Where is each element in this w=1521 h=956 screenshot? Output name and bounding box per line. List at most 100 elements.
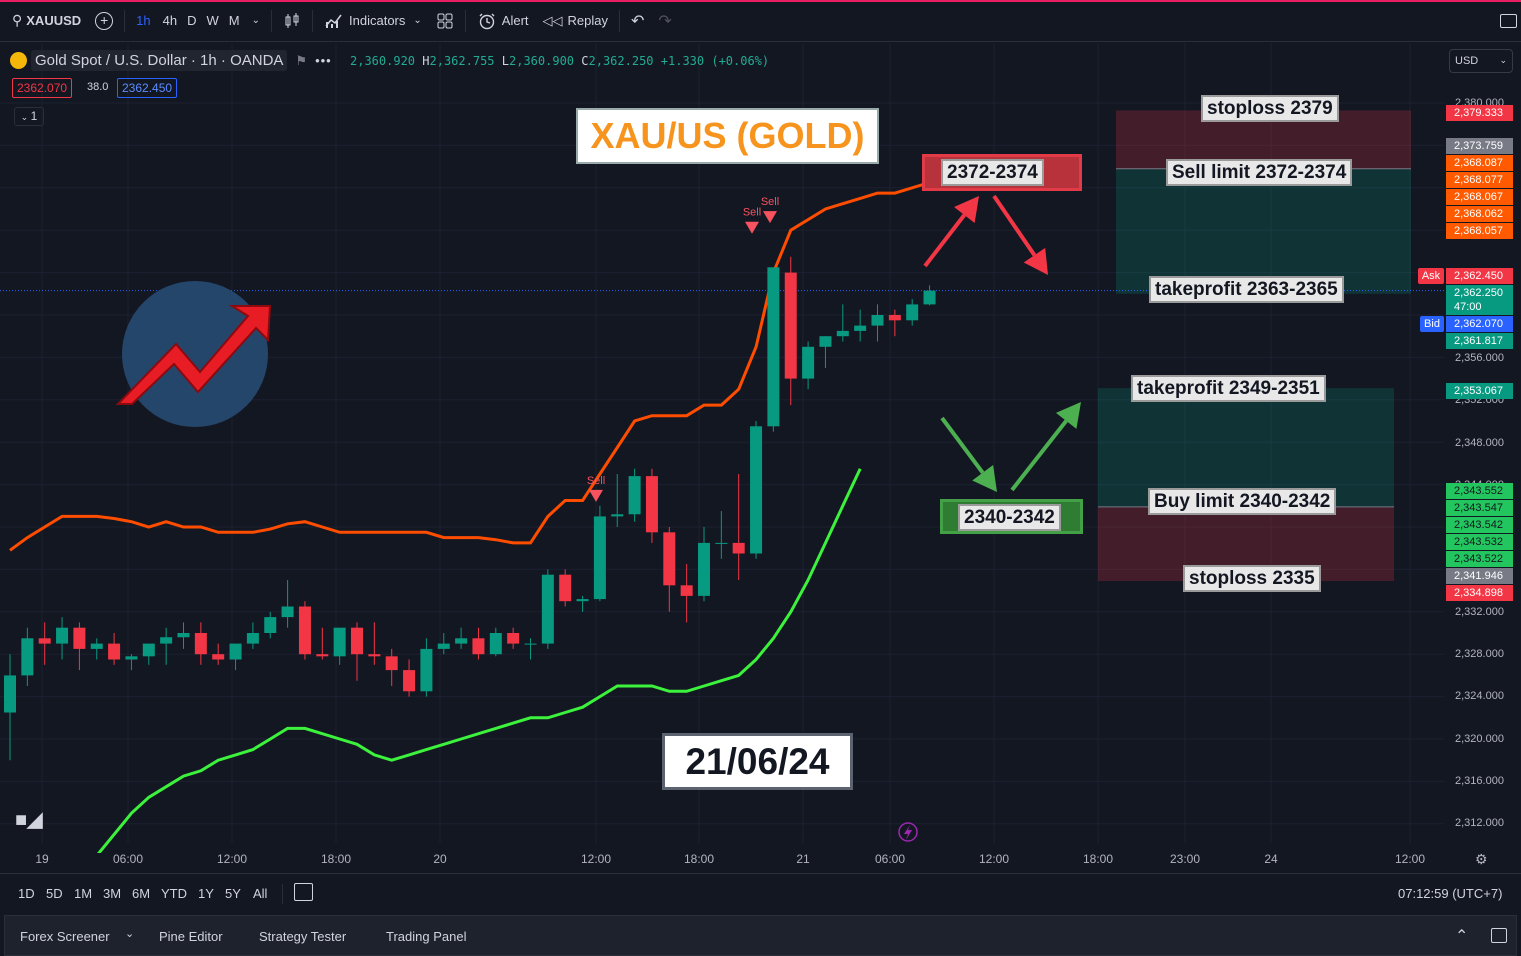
indicator-collapse-toggle[interactable]: ⌄ 1 [14, 107, 44, 126]
timeframe-1h[interactable]: 1h [136, 13, 151, 28]
price-tag: 2,343.547 [1446, 500, 1513, 516]
clock[interactable]: 07:12:59 (UTC+7) [1398, 886, 1503, 901]
indicators-button[interactable]: Indicators ⌄ [317, 0, 429, 42]
toolbar-divider [618, 9, 620, 32]
grid-icon [437, 13, 453, 28]
range-1y[interactable]: 1Y [198, 886, 214, 901]
candle-body [38, 638, 51, 644]
maximize-panel-icon[interactable] [1491, 928, 1507, 943]
buy-zone-label[interactable]: 2340-2342 [958, 504, 1061, 531]
range-5d[interactable]: 5D [46, 886, 63, 901]
alert-label: Alert [501, 13, 529, 28]
price-tag-bid: 2,362.070 [1446, 316, 1513, 332]
takeprofit-top-label[interactable]: takeprofit 2363-2365 [1149, 276, 1344, 303]
lower-band-line [96, 468, 862, 853]
undo-button[interactable]: ↶ [624, 0, 651, 42]
price-tick: 2,332.000 [1455, 606, 1504, 618]
high-value: 2,362.755 [429, 54, 495, 68]
candle-body [142, 643, 155, 657]
timeframe-dropdown[interactable]: ⌄ [245, 0, 267, 42]
chevron-down-icon[interactable]: ⌄ [125, 928, 135, 940]
sell-signal-label: Sell [743, 207, 761, 219]
stoploss-top-label[interactable]: stoploss 2379 [1201, 95, 1339, 122]
bar-countdown: 47:00 [1446, 299, 1513, 315]
time-tick: 23:00 [1169, 852, 1201, 866]
candle-body [732, 542, 745, 554]
timeframe-4h[interactable]: 4h [162, 13, 178, 28]
date-annotation[interactable]: 21/06/24 [662, 733, 853, 790]
flag-icon[interactable]: ⚑ [295, 52, 308, 68]
sell-price-box[interactable]: 2362.070 [12, 78, 73, 98]
accent-line [0, 0, 1521, 2]
candle-body [541, 574, 554, 644]
chart-legend: Gold Spot / U.S. Dollar · 1h · OANDA ⚑ •… [10, 50, 332, 71]
sell-limit-label[interactable]: Sell limit 2372-2374 [1166, 159, 1353, 186]
bid-badge: Bid [1420, 316, 1444, 332]
more-icon[interactable]: ••• [315, 53, 332, 68]
candle-body [836, 330, 849, 337]
settings-gear-icon[interactable]: ⚙ [1475, 851, 1488, 867]
toolbar-divider [312, 9, 314, 32]
title-annotation[interactable]: XAU/US (GOLD) [576, 108, 879, 164]
range-5y[interactable]: 5Y [225, 886, 241, 901]
currency-select[interactable]: USD ⌄ [1449, 49, 1513, 73]
timeframe-m[interactable]: M [228, 13, 240, 28]
candle-body [298, 606, 311, 655]
time-tick: 20 [433, 852, 447, 866]
time-tick: 12:00 [1394, 852, 1426, 866]
symbol-search[interactable]: ⚲ XAUUSD [0, 0, 88, 42]
price-tag: 2,368.077 [1446, 172, 1513, 188]
candle-body [385, 656, 398, 671]
takeprofit-bottom-label[interactable]: takeprofit 2349-2351 [1131, 375, 1326, 402]
candle-body [715, 542, 728, 544]
range-ytd[interactable]: YTD [161, 886, 187, 901]
chart-type-button[interactable] [276, 0, 308, 42]
stoploss-bottom-label[interactable]: stoploss 2335 [1183, 565, 1321, 592]
candle-body [21, 638, 34, 676]
time-tick: 12:00 [216, 852, 248, 866]
compare-button[interactable]: + [88, 0, 120, 42]
go-to-date-icon[interactable] [294, 883, 313, 901]
alert-button[interactable]: Alert [470, 0, 536, 42]
sell-zone-label[interactable]: 2372-2374 [941, 159, 1044, 186]
templates-button[interactable] [429, 0, 461, 42]
tab-strategy-tester[interactable]: Strategy Tester [259, 929, 347, 944]
top-toolbar: ⚲ XAUUSD + 1h 4h D W M ⌄ Indicators ⌄ Al… [0, 0, 1521, 42]
buy-price-box[interactable]: 2362.450 [117, 78, 178, 98]
candle-body [246, 633, 259, 644]
range-1m[interactable]: 1M [74, 886, 93, 901]
tab-trading-panel[interactable]: Trading Panel [386, 929, 467, 944]
price-tag-ask: 2,362.450 [1446, 268, 1513, 284]
buy-limit-label[interactable]: Buy limit 2340-2342 [1148, 488, 1337, 515]
fullscreen-button[interactable] [1493, 0, 1521, 42]
replay-button[interactable]: ◁◁ Replay [536, 0, 615, 42]
candle-body [368, 654, 381, 657]
time-tick: 06:00 [112, 852, 144, 866]
range-6m[interactable]: 6M [132, 886, 151, 901]
symbol-title[interactable]: Gold Spot / U.S. Dollar · 1h · OANDA [31, 50, 288, 71]
add-symbol-icon: + [95, 11, 114, 30]
search-icon: ⚲ [12, 12, 23, 28]
timeframe-w[interactable]: W [206, 13, 219, 28]
red-arrow-down [992, 194, 1037, 257]
range-all[interactable]: All [253, 886, 268, 901]
chevron-down-icon: ⌄ [251, 15, 261, 26]
range-3m[interactable]: 3M [103, 886, 122, 901]
price-tick: 2,356.000 [1455, 352, 1504, 364]
spread-value: 38.0 [87, 81, 109, 93]
chevron-up-icon[interactable]: ⌃ [1455, 928, 1469, 945]
timeframe-d[interactable]: D [187, 13, 197, 28]
candle-body [507, 633, 520, 644]
price-tag-buy-tp: 2,353.067 [1446, 383, 1513, 399]
time-tick: 18:00 [683, 852, 715, 866]
candle-body [4, 675, 16, 713]
candle-body [472, 638, 485, 655]
candle-body [108, 643, 121, 660]
time-tick: 12:00 [580, 852, 612, 866]
sell-signal-label: Sell [587, 475, 605, 487]
tab-pine-editor[interactable]: Pine Editor [159, 929, 223, 944]
range-1d[interactable]: 1D [18, 886, 35, 901]
tab-forex-screener[interactable]: Forex Screener [20, 929, 110, 944]
redo-button[interactable]: ↷ [651, 0, 678, 42]
